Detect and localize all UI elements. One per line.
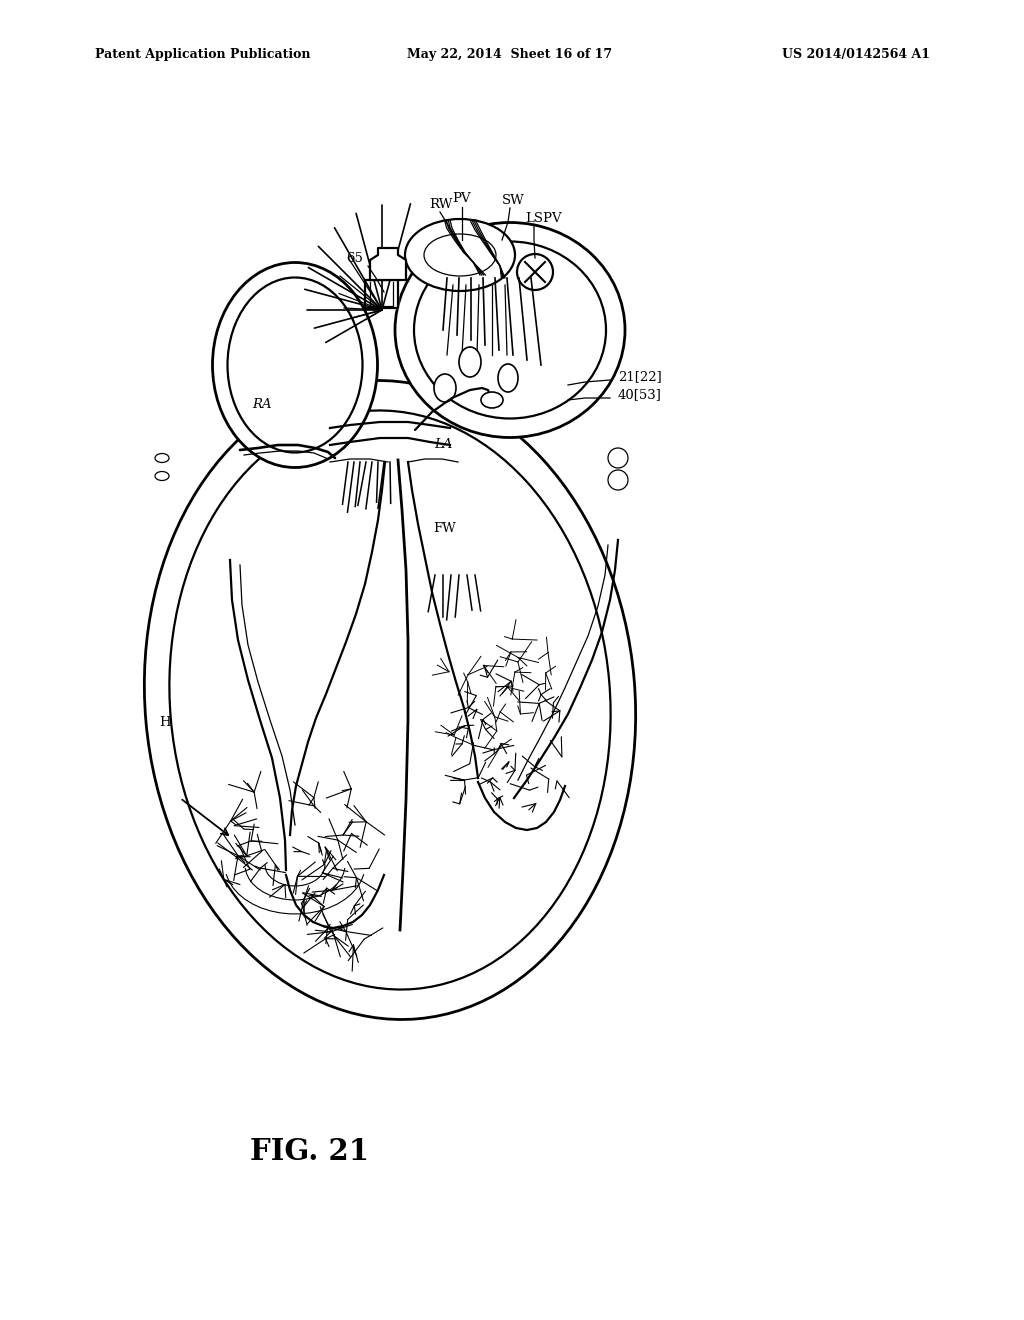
Ellipse shape [498,364,518,392]
Text: Patent Application Publication: Patent Application Publication [95,48,310,61]
Ellipse shape [434,374,456,403]
Ellipse shape [481,392,503,408]
Ellipse shape [414,242,606,418]
Ellipse shape [459,347,481,378]
Text: May 22, 2014  Sheet 16 of 17: May 22, 2014 Sheet 16 of 17 [408,48,612,61]
Text: US 2014/0142564 A1: US 2014/0142564 A1 [782,48,930,61]
Circle shape [608,447,628,469]
Ellipse shape [155,454,169,462]
Text: 65: 65 [346,252,364,264]
Ellipse shape [144,380,636,1019]
Circle shape [608,470,628,490]
Ellipse shape [227,277,362,453]
Text: 21[22]: 21[22] [618,371,662,384]
Text: 40[53]: 40[53] [618,388,662,401]
Ellipse shape [406,219,515,290]
Text: LA: LA [434,438,453,451]
Text: SW: SW [502,194,524,206]
Ellipse shape [169,411,610,990]
Ellipse shape [155,471,169,480]
Text: LSPV: LSPV [525,211,561,224]
Text: H: H [159,715,171,729]
Ellipse shape [424,234,496,276]
Ellipse shape [395,223,625,437]
Ellipse shape [213,263,378,467]
Text: RW: RW [429,198,453,211]
Text: FW: FW [433,521,457,535]
Circle shape [517,253,553,290]
Text: FIG. 21: FIG. 21 [251,1138,370,1167]
Text: PV: PV [453,191,471,205]
Text: RA: RA [252,399,271,412]
Polygon shape [370,248,406,280]
Polygon shape [365,280,398,308]
